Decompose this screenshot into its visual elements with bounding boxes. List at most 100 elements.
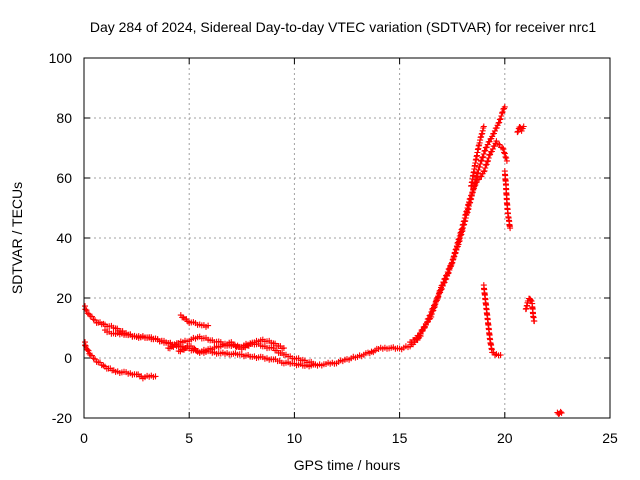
data-point xyxy=(497,352,504,358)
data-point xyxy=(453,247,460,253)
data-points xyxy=(82,103,565,417)
data-point xyxy=(458,231,465,238)
data-point xyxy=(449,259,456,266)
data-point xyxy=(431,302,437,309)
data-point xyxy=(496,119,503,126)
data-point xyxy=(503,155,510,161)
data-point xyxy=(478,133,485,140)
y-tick-label: 60 xyxy=(56,170,72,186)
data-point xyxy=(429,306,436,313)
data-point xyxy=(448,260,455,267)
data-point xyxy=(461,221,468,228)
data-point xyxy=(502,153,509,160)
data-point xyxy=(485,155,492,161)
data-point xyxy=(437,289,444,296)
data-point xyxy=(421,323,428,330)
y-tick-label: 40 xyxy=(56,230,72,246)
data-point xyxy=(440,280,447,287)
data-point xyxy=(460,225,466,231)
data-point xyxy=(482,147,489,154)
data-point xyxy=(438,286,444,293)
data-point xyxy=(152,373,159,380)
data-point xyxy=(500,146,507,153)
data-point xyxy=(424,319,430,325)
data-point xyxy=(445,270,451,277)
data-point xyxy=(430,305,437,312)
data-point xyxy=(491,130,497,137)
data-point xyxy=(454,244,461,251)
data-point xyxy=(414,335,421,342)
x-tick-label: 25 xyxy=(602,430,618,446)
data-point xyxy=(436,290,443,297)
data-point xyxy=(501,149,508,156)
data-point xyxy=(480,125,487,131)
x-tick-label: 15 xyxy=(392,430,408,446)
data-point xyxy=(499,110,505,117)
data-point xyxy=(427,311,434,318)
data-point xyxy=(557,408,564,415)
data-point xyxy=(416,332,423,339)
data-point xyxy=(480,153,487,160)
data-point xyxy=(442,276,449,283)
data-point xyxy=(435,293,442,299)
data-point xyxy=(417,329,424,336)
data-point xyxy=(481,167,488,174)
data-point xyxy=(497,115,504,122)
x-tick-label: 0 xyxy=(80,430,88,446)
data-point xyxy=(531,318,538,325)
data-point xyxy=(459,227,466,234)
data-point xyxy=(488,148,495,155)
data-point xyxy=(441,279,448,286)
data-point xyxy=(463,210,470,217)
x-tick-label: 10 xyxy=(287,430,303,446)
data-point xyxy=(447,263,454,270)
data-point xyxy=(495,120,502,127)
data-point xyxy=(507,225,514,232)
data-point xyxy=(491,142,498,149)
data-point xyxy=(419,326,426,333)
data-point xyxy=(434,295,441,302)
data-point xyxy=(312,361,319,368)
data-point xyxy=(476,163,483,170)
data-point xyxy=(447,264,454,271)
data-point xyxy=(280,345,287,352)
data-point xyxy=(486,152,493,159)
data-point xyxy=(431,301,438,308)
x-axis-label: GPS time / hours xyxy=(294,457,401,473)
data-point xyxy=(425,315,432,322)
grid-lines xyxy=(84,58,610,418)
data-point xyxy=(424,316,431,323)
chart-title: Day 284 of 2024, Sidereal Day-to-day VTE… xyxy=(90,19,596,35)
y-tick-label: -20 xyxy=(52,410,72,426)
data-point xyxy=(501,150,508,157)
data-point xyxy=(452,249,459,256)
data-point xyxy=(446,267,453,273)
data-point xyxy=(479,154,486,161)
data-point xyxy=(426,312,433,319)
data-point xyxy=(503,157,510,164)
data-point xyxy=(449,257,456,263)
data-point xyxy=(445,269,452,276)
data-point xyxy=(82,306,89,313)
data-point xyxy=(499,145,506,151)
data-point xyxy=(466,203,472,209)
data-point xyxy=(439,283,446,289)
data-point xyxy=(462,215,469,221)
data-point xyxy=(205,322,212,329)
data-point xyxy=(482,162,489,169)
data-point xyxy=(438,285,445,292)
y-axis-label: SDTVAR / TECUs xyxy=(9,182,25,294)
axis-ticks: 0 5 10 15 20 25 -20 0 20 40 60 80 100 xyxy=(49,50,618,446)
data-point xyxy=(457,235,464,241)
data-point xyxy=(498,113,505,119)
y-tick-label: 80 xyxy=(56,110,72,126)
data-point xyxy=(520,123,527,130)
x-tick-label: 20 xyxy=(497,430,513,446)
plot-frame xyxy=(83,57,611,419)
data-point xyxy=(499,109,506,115)
y-tick-label: 20 xyxy=(56,290,72,306)
data-point xyxy=(462,217,469,224)
data-point xyxy=(450,254,457,261)
data-point xyxy=(85,347,92,354)
data-point xyxy=(493,124,500,131)
